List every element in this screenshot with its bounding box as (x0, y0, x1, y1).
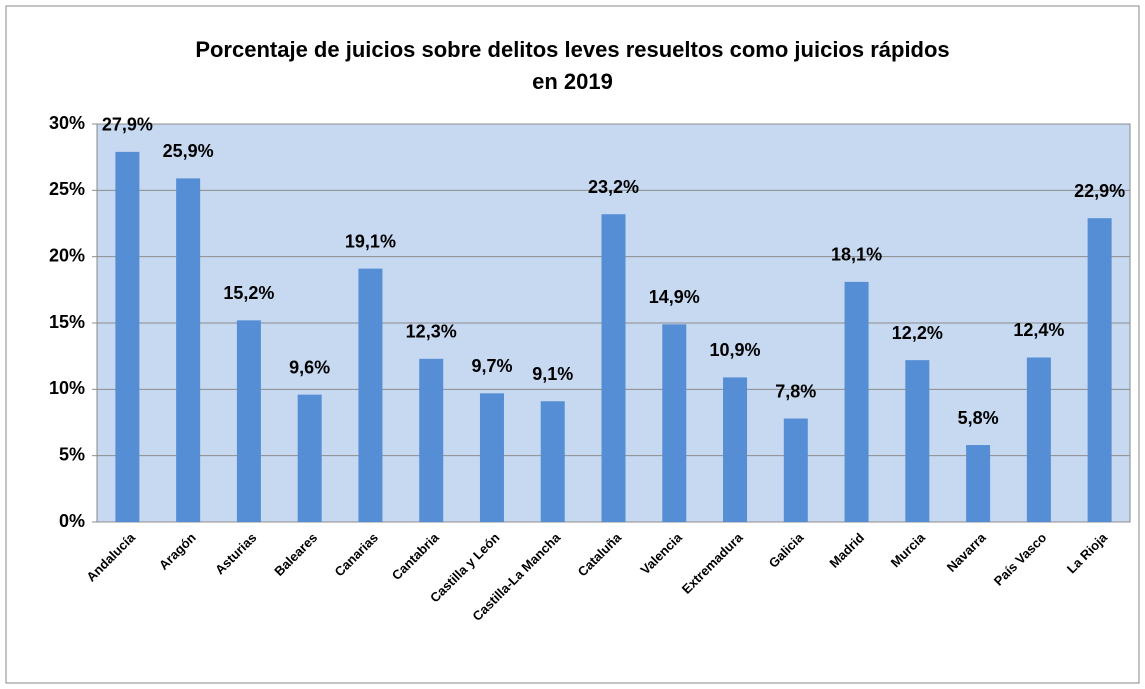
bar (176, 178, 201, 523)
bar (662, 324, 687, 522)
data-label: 12,4% (1013, 320, 1064, 340)
data-label: 12,3% (406, 322, 457, 342)
data-label: 15,2% (223, 283, 274, 303)
bar (297, 394, 322, 522)
data-label: 10,9% (710, 340, 761, 360)
bar (844, 281, 869, 522)
data-label: 27,9% (102, 115, 153, 135)
data-label: 5,8% (958, 408, 999, 428)
bar (601, 214, 626, 523)
bar (115, 151, 140, 523)
bar (1026, 357, 1051, 522)
y-tick-label: 10% (49, 378, 85, 398)
y-tick-label: 30% (49, 113, 85, 133)
data-label: 14,9% (649, 287, 700, 307)
bar (540, 401, 565, 522)
data-label: 23,2% (588, 177, 639, 197)
data-label: 12,2% (892, 323, 943, 343)
data-label: 25,9% (163, 141, 214, 161)
y-tick-label: 5% (59, 444, 85, 464)
y-tick-label: 20% (49, 245, 85, 265)
data-label: 19,1% (345, 231, 396, 251)
y-tick-label: 15% (49, 312, 85, 332)
bar (479, 393, 504, 522)
y-tick-label: 25% (49, 179, 85, 199)
data-label: 22,9% (1074, 181, 1125, 201)
data-label: 9,1% (532, 364, 573, 384)
bar (905, 360, 930, 522)
bar (783, 418, 808, 522)
bar (966, 445, 991, 522)
bar (236, 320, 261, 522)
y-tick-label: 0% (59, 511, 85, 531)
data-label: 9,6% (289, 357, 330, 377)
bar (723, 377, 748, 522)
bar (419, 358, 444, 522)
data-label: 18,1% (831, 245, 882, 265)
bar (1087, 218, 1112, 522)
chart-title: Porcentaje de juicios sobre delitos leve… (195, 37, 950, 94)
bar (358, 268, 383, 522)
data-label: 7,8% (775, 381, 816, 401)
data-label: 9,7% (471, 356, 512, 376)
